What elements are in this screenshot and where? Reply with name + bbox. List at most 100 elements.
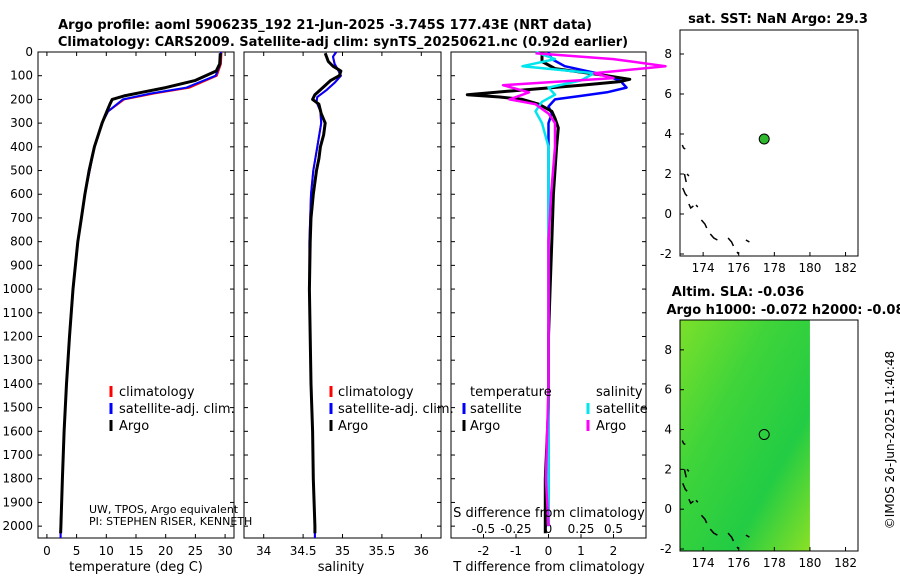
x-tick-label: 1 bbox=[577, 544, 585, 558]
depth-tick-label: 500 bbox=[10, 164, 33, 178]
depth-tick-label: 1700 bbox=[2, 448, 33, 462]
lon-tick-label: 178 bbox=[763, 556, 786, 570]
coastline-segment bbox=[736, 251, 740, 255]
difference-panel: -2 -1 0 1 2 -0.5 -0.25 0 0.25 0.5 bbox=[450, 50, 667, 558]
depth-axis: 0 100 200 300 400 500 600 700 800 900 1000 1100 1200… bbox=[2, 45, 33, 533]
series-line-argo bbox=[307, 52, 343, 534]
x-tick-label: 25 bbox=[188, 544, 203, 558]
depth-tick-label: 0 bbox=[25, 45, 33, 59]
s-tick-label: 0.5 bbox=[604, 522, 623, 536]
depth-tick-label: 200 bbox=[10, 92, 33, 106]
lat-tick-label: -2 bbox=[660, 247, 672, 261]
legend-label-argo: Argo bbox=[338, 419, 368, 434]
coastline-segment bbox=[688, 498, 694, 505]
x-tick-label: 0 bbox=[545, 544, 553, 558]
depth-tick-label: 1000 bbox=[2, 282, 33, 296]
plot-frame bbox=[37, 51, 235, 539]
s-tick-label: 0 bbox=[545, 522, 553, 536]
sst-map-title: sat. SST: NaN Argo: 29.3 bbox=[688, 12, 868, 27]
x-tick-label: 34 bbox=[256, 544, 271, 558]
legend-header-temperature: temperature bbox=[470, 385, 552, 400]
lon-tick-label: 180 bbox=[798, 556, 821, 570]
coastline-segment bbox=[700, 219, 708, 229]
legend-label-s-satellite: satellite bbox=[596, 402, 648, 417]
depth-tick-label: 700 bbox=[10, 211, 33, 225]
legend-label-t-argo: Argo bbox=[470, 419, 500, 434]
x-tick-label: -2 bbox=[478, 544, 490, 558]
salinity-panel: 34 34.5 35 35.5 36 bbox=[243, 51, 442, 558]
coastline-segment bbox=[709, 528, 718, 536]
temperature-panel: 0 5 10 15 20 25 30 bbox=[37, 51, 235, 558]
coastline-segment bbox=[700, 514, 708, 524]
legend-label-climatology: climatology bbox=[119, 385, 195, 400]
depth-tick-label: 100 bbox=[10, 69, 33, 83]
legend-header-salinity: salinity bbox=[596, 385, 643, 400]
series-line-t-argo bbox=[465, 53, 632, 534]
lat-tick-label: 4 bbox=[664, 127, 672, 141]
sla-map-title-1: Altim. SLA: -0.036 bbox=[672, 285, 804, 300]
x-tick-label: 34.5 bbox=[290, 544, 317, 558]
s-tick-label: 0.25 bbox=[568, 522, 595, 536]
legend-label-t-satellite: satellite bbox=[470, 402, 522, 417]
coastline-segment bbox=[745, 239, 750, 243]
x-tick-label: -1 bbox=[510, 544, 522, 558]
x-tick-label: 5 bbox=[73, 544, 81, 558]
plot-frame bbox=[243, 51, 442, 539]
lon-tick-label: 182 bbox=[834, 261, 857, 275]
lat-tick-label: 6 bbox=[664, 383, 672, 397]
lat-tick-label: 8 bbox=[664, 343, 672, 357]
lat-tick-label: -2 bbox=[660, 542, 672, 556]
float-info-line-1: UW, TPOS, Argo equivalent bbox=[89, 503, 239, 516]
lon-tick-label: 182 bbox=[834, 556, 857, 570]
main-title-line-1: Argo profile: aoml 5906235_192 21-Jun-20… bbox=[58, 18, 592, 33]
s-difference-axis-label: S difference from climatology bbox=[453, 506, 645, 521]
x-tick-label: 20 bbox=[158, 544, 173, 558]
s-tick-label: -0.25 bbox=[500, 522, 531, 536]
float-info-line-2: PI: STEPHEN RISER, KENNETH bbox=[89, 515, 252, 528]
legend-label-satellite-adj: satellite-adj. clim. bbox=[119, 402, 235, 417]
x-tick-label: 2 bbox=[610, 544, 618, 558]
t-difference-axis-label: T difference from climatology bbox=[452, 560, 645, 575]
sla-field bbox=[680, 320, 810, 551]
legend-label-satellite-adj: satellite-adj. clim. bbox=[338, 402, 454, 417]
depth-tick-label: 1900 bbox=[2, 495, 33, 509]
lat-tick-label: 8 bbox=[664, 47, 672, 61]
coastline-segment bbox=[727, 532, 735, 542]
coastline-segment bbox=[695, 499, 699, 503]
sst-map-panel: 174 176 178 180 182 -2 0 2 4 6 8 bbox=[660, 29, 859, 275]
series-line-s-argo bbox=[501, 51, 667, 527]
x-tick-label: 0 bbox=[43, 544, 51, 558]
temperature-axis-label: temperature (deg C) bbox=[69, 560, 203, 575]
difference-legend: temperature salinity satellite Argo sate… bbox=[462, 385, 648, 434]
legend-label-s-argo: Argo bbox=[596, 419, 626, 434]
salinity-legend: climatology satellite-adj. clim. Argo bbox=[329, 385, 454, 434]
coastline-segment bbox=[683, 173, 687, 183]
lon-tick-label: 174 bbox=[692, 556, 715, 570]
depth-tick-label: 1200 bbox=[2, 329, 33, 343]
argo-position-marker bbox=[758, 429, 770, 441]
lat-tick-label: 6 bbox=[664, 87, 672, 101]
coastline-segment bbox=[682, 483, 688, 492]
coastline-segment bbox=[682, 187, 688, 197]
coastline-segment bbox=[686, 173, 690, 177]
coastline-segment bbox=[695, 204, 699, 208]
lat-tick-label: 2 bbox=[664, 462, 672, 476]
depth-tick-label: 300 bbox=[10, 116, 33, 130]
depth-tick-label: 400 bbox=[10, 140, 33, 154]
depth-tick-label: 900 bbox=[10, 258, 33, 272]
salinity-axis-label: salinity bbox=[318, 560, 365, 575]
depth-tick-label: 1100 bbox=[2, 306, 33, 320]
x-tick-label: 30 bbox=[217, 544, 232, 558]
temperature-legend: climatology satellite-adj. clim. Argo bbox=[109, 385, 235, 434]
main-title-line-2: Climatology: CARS2009. Satellite-adj cli… bbox=[58, 35, 628, 50]
sla-map-title-2: Argo h1000: -0.072 h2000: -0.086 bbox=[666, 303, 900, 318]
lon-tick-label: 178 bbox=[763, 261, 786, 275]
legend-label-argo: Argo bbox=[119, 419, 149, 434]
depth-tick-label: 1500 bbox=[2, 401, 33, 415]
depth-tick-label: 600 bbox=[10, 187, 33, 201]
map-frame bbox=[679, 319, 859, 552]
coastline-segment bbox=[681, 440, 686, 446]
depth-tick-label: 800 bbox=[10, 235, 33, 249]
lon-tick-label: 176 bbox=[727, 556, 750, 570]
depth-tick-label: 1400 bbox=[2, 377, 33, 391]
